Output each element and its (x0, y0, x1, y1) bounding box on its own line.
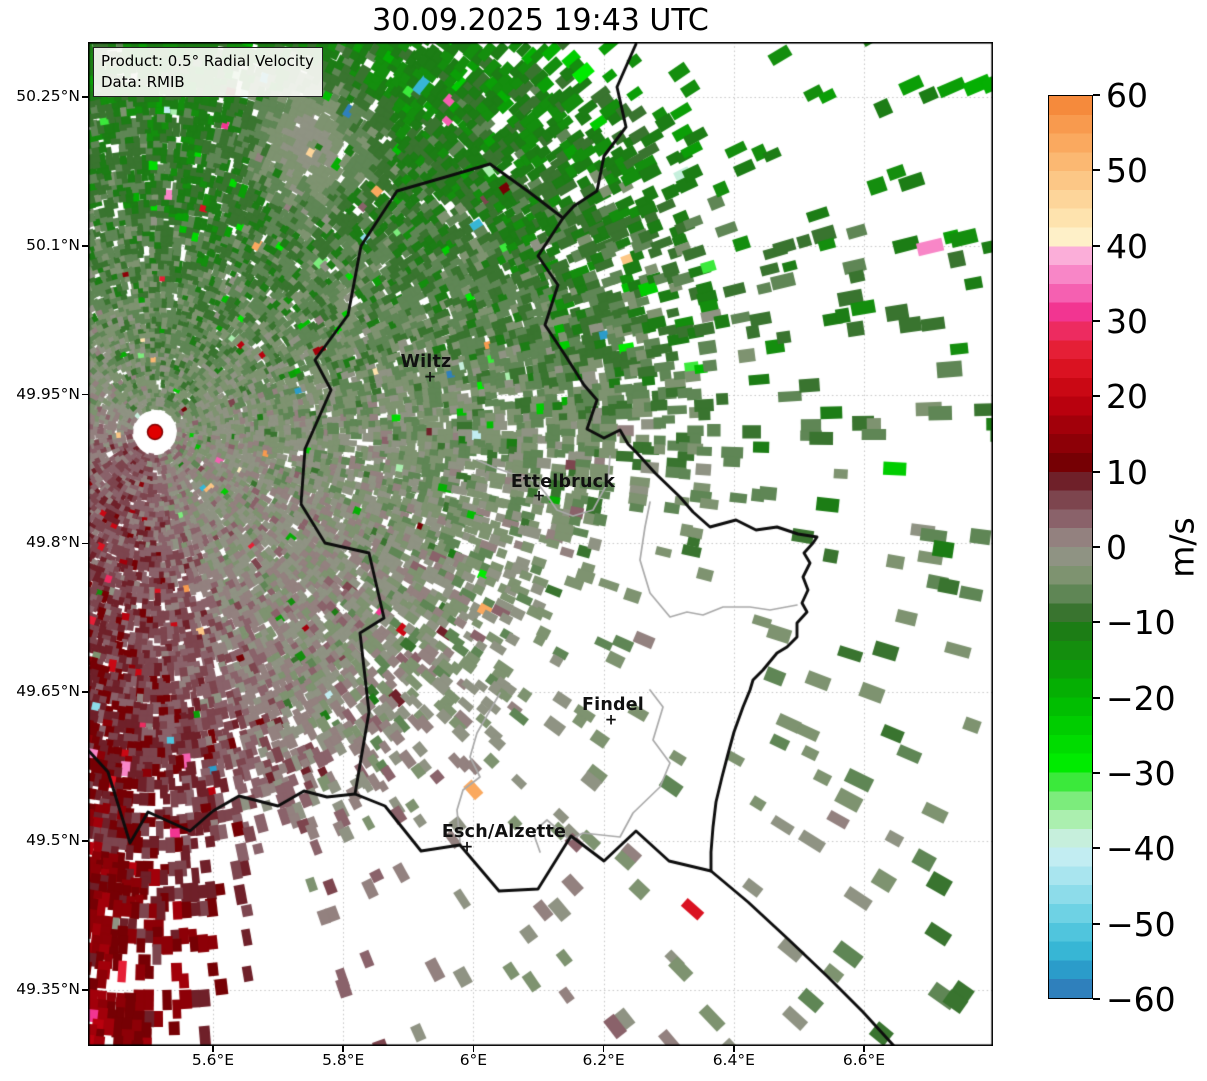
x-tick-label: 6.6°E (842, 1051, 886, 1069)
colorbar-tick-mark (1093, 94, 1100, 96)
colorbar-tick-mark (1093, 922, 1100, 925)
x-tick-label: 5.6°E (191, 1051, 235, 1069)
x-tick-mark (602, 1046, 605, 1052)
x-tick-label: 5.8°E (322, 1051, 365, 1069)
y-tick-mark (82, 840, 88, 842)
x-tick-mark (212, 1046, 214, 1052)
x-tick-label: 6.2°E (582, 1051, 625, 1069)
product-label: Product: 0.5° Radial Velocity (101, 52, 314, 70)
colorbar-tick-label: −10 (1106, 603, 1176, 643)
colorbar-tick-label: 50 (1106, 151, 1148, 191)
colorbar-tick-mark (1093, 395, 1100, 398)
y-tick-label: 49.5°N (26, 831, 80, 849)
x-tick-mark (733, 1046, 735, 1052)
radar-map-canvas (88, 42, 993, 1046)
colorbar-tick-mark (1093, 998, 1100, 1000)
y-tick-mark (82, 542, 88, 545)
x-tick-label: 6.4°E (712, 1051, 755, 1069)
colorbar-tick-label: 60 (1106, 76, 1148, 115)
colorbar-tick-mark (1093, 847, 1100, 850)
y-tick-mark (82, 245, 88, 247)
colorbar-tick-label: −20 (1106, 678, 1176, 718)
city-marker: + (423, 367, 437, 386)
y-tick-label: 50.1°N (26, 235, 80, 254)
y-tick-label: 49.8°N (26, 533, 80, 552)
y-tick-mark (82, 96, 88, 98)
y-tick-mark (82, 393, 88, 396)
colorbar-unit-label: m/s (1162, 517, 1202, 578)
colorbar-tick-mark (1093, 320, 1100, 322)
y-tick-label: 49.95°N (16, 384, 80, 403)
colorbar-tick-label: −50 (1106, 904, 1176, 944)
colorbar-tick-mark (1093, 169, 1100, 172)
city-label: Wiltz (400, 352, 452, 372)
city-label: Findel (581, 695, 645, 715)
y-tick-label: 50.25°N (16, 87, 80, 105)
colorbar-tick-label: −40 (1106, 829, 1176, 869)
colorbar-tick-label: −60 (1106, 980, 1176, 1019)
colorbar-tick-label: 10 (1106, 452, 1148, 492)
city-marker: + (604, 710, 618, 729)
y-tick-mark (82, 989, 88, 991)
colorbar-tick-mark (1093, 470, 1100, 473)
colorbar-tick-label: 20 (1106, 377, 1148, 417)
x-tick-label: 6°E (459, 1051, 488, 1069)
y-tick-label: 49.35°N (16, 979, 80, 998)
colorbar-tick-mark (1093, 621, 1100, 624)
figure-title: 30.09.2025 19:43 UTC (372, 3, 709, 38)
city-marker: + (460, 837, 474, 856)
y-tick-mark (82, 691, 88, 693)
colorbar-tick-label: −30 (1106, 754, 1176, 793)
city-label: Ettelbruck (510, 472, 616, 492)
x-tick-mark (342, 1046, 344, 1052)
city-label: Esch/Alzette (441, 822, 567, 842)
data-source-label: Data: RMIB (101, 72, 185, 91)
colorbar-tick-label: 0 (1106, 528, 1127, 567)
colorbar-tick-label: 40 (1106, 226, 1148, 266)
colorbar-tick-mark (1093, 696, 1100, 699)
product-info-box: Product: 0.5° Radial Velocity Data: RMIB (93, 47, 323, 98)
colorbar-tick-mark (1093, 244, 1100, 247)
city-marker: + (532, 486, 546, 505)
colorbar-tick-mark (1093, 546, 1100, 548)
y-tick-label: 49.65°N (16, 682, 80, 701)
colorbar-tick-label: 30 (1106, 302, 1148, 341)
colorbar-tick-mark (1093, 772, 1100, 774)
colorbar (1048, 95, 1093, 999)
x-tick-mark (863, 1046, 865, 1052)
x-tick-mark (472, 1046, 475, 1052)
